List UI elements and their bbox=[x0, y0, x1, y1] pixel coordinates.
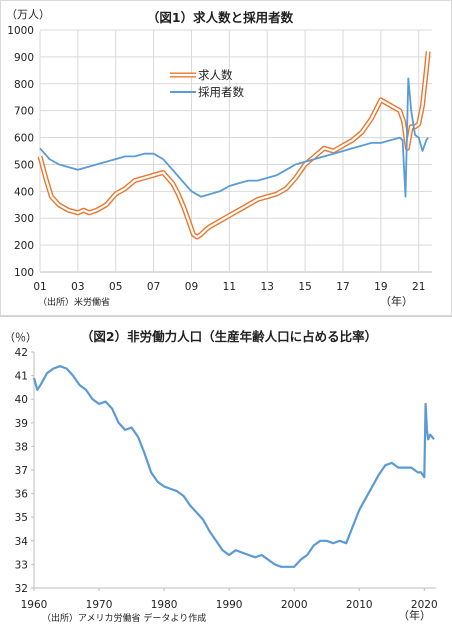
chart-2-y-tick-labels: 32 33 34 35 36 37 38 39 40 41 42 bbox=[15, 347, 29, 595]
chart-2-y-tick-label: 37 bbox=[15, 465, 28, 477]
chart-1-x-tick-label: 15 bbox=[298, 281, 311, 293]
chart-1-y-tick-label: 200 bbox=[14, 240, 34, 252]
chart-2-y-tick-label: 40 bbox=[15, 394, 28, 406]
chart-2-y-tick-label: 36 bbox=[15, 489, 29, 501]
chart-1-x-tick-label: 21 bbox=[412, 281, 425, 293]
chart-2-y-tick-label: 38 bbox=[15, 441, 28, 453]
chart-2-x-tick-labels: 1960 1970 1980 1990 2000 2010 2020 bbox=[21, 599, 438, 611]
chart-1-y-tick-label: 500 bbox=[14, 159, 34, 171]
chart-1-x-tick-label: 13 bbox=[261, 281, 274, 293]
chart-1-legend: 求人数 採用者数 bbox=[170, 68, 244, 99]
chart-2-x-tick-label: 1980 bbox=[151, 599, 178, 611]
chart-1-x-tick-label: 03 bbox=[71, 281, 84, 293]
chart-1-y-tick-label: 300 bbox=[14, 213, 34, 225]
series-line-not-in-labor-force bbox=[32, 365, 435, 568]
chart-2-y-tick-label: 32 bbox=[15, 583, 28, 595]
chart-1-y-tick-label: 600 bbox=[14, 133, 34, 145]
chart-2-y-tick-label: 39 bbox=[15, 418, 28, 430]
chart-1-xlabel: （年） bbox=[380, 294, 413, 308]
chart-2-y-tick-label: 33 bbox=[15, 559, 28, 571]
chart-2-y-tick-label: 41 bbox=[15, 371, 28, 383]
chart-2-panel: （図2）非労働力人口（生産年齢人口に占める比率） （％） （年） （出所）アメリ… bbox=[0, 318, 452, 640]
chart-1-source: （出所）米労働省 bbox=[38, 296, 110, 308]
chart-1-x-tick-label: 07 bbox=[147, 281, 160, 293]
chart-2-x-tick-label: 1990 bbox=[216, 599, 243, 611]
chart-2-xlabel: （年） bbox=[398, 608, 431, 622]
chart-1-gridlines bbox=[39, 29, 432, 273]
chart-1-y-tick-label: 100 bbox=[14, 267, 34, 279]
chart-2-x-tick-label: 2010 bbox=[346, 599, 373, 611]
chart-2-y-tick-label: 42 bbox=[15, 347, 28, 359]
legend-label-hires: 採用者数 bbox=[198, 85, 244, 99]
chart-2-x-tick-label: 1960 bbox=[21, 599, 48, 611]
series-line-job-openings-inner bbox=[38, 51, 430, 239]
chart-1-x-tick-label: 01 bbox=[33, 281, 46, 293]
chart-2-svg: （図2）非労働力人口（生産年齢人口に占める比率） （％） （年） （出所）アメリ… bbox=[4, 329, 438, 624]
chart-1-y-tick-labels: 100 200 300 400 500 600 700 800 900 1000 bbox=[7, 25, 34, 279]
chart-2-ylabel: （％） bbox=[4, 331, 37, 344]
panel-divider bbox=[0, 316, 452, 317]
chart-2-x-tick-label: 2000 bbox=[281, 599, 308, 611]
chart-2-x-tick-label: 1970 bbox=[86, 599, 113, 611]
chart-1-y-tick-label: 1000 bbox=[7, 25, 34, 37]
chart-1-x-tick-label: 19 bbox=[374, 281, 387, 293]
chart-2-title: （図2）非労働力人口（生産年齢人口に占める比率） bbox=[81, 329, 377, 344]
chart-1-y-tick-label: 700 bbox=[14, 106, 34, 118]
chart-1-title: （図1）求人数と採用者数 bbox=[147, 10, 294, 25]
legend-label-job-openings: 求人数 bbox=[198, 68, 233, 82]
chart-1-ylabel: （万人） bbox=[6, 8, 50, 21]
chart-1-x-tick-label: 17 bbox=[336, 281, 349, 293]
chart-1-x-tick-label: 09 bbox=[185, 281, 198, 293]
chart-2-x-tick-label: 2020 bbox=[411, 599, 438, 611]
chart-1-svg: （図1）求人数と採用者数 （万人） （年） （出所）米労働省 100 200 300… bbox=[6, 8, 432, 308]
chart-1-y-tick-label: 400 bbox=[14, 186, 34, 198]
chart-1-x-tick-labels: 01 03 05 07 09 11 13 15 17 19 21 bbox=[33, 281, 425, 293]
chart-1-panel: （図1）求人数と採用者数 （万人） （年） （出所）米労働省 100 200 300… bbox=[0, 0, 452, 318]
chart-1-x-tick-label: 11 bbox=[223, 281, 236, 293]
chart-1-x-tick-label: 05 bbox=[109, 281, 122, 293]
chart-2-source: （出所）アメリカ労働省 データより作成 bbox=[42, 612, 206, 624]
chart-1-y-tick-label: 800 bbox=[14, 79, 34, 91]
chart-2-y-tick-label: 35 bbox=[15, 512, 28, 524]
chart-2-y-tick-label: 34 bbox=[15, 536, 29, 548]
series-line-hires bbox=[39, 77, 429, 198]
chart-1-series-lines bbox=[37, 51, 431, 240]
chart-2-series-lines bbox=[32, 365, 435, 568]
chart-2-axes bbox=[31, 351, 436, 591]
chart-1-y-tick-label: 900 bbox=[14, 52, 34, 64]
